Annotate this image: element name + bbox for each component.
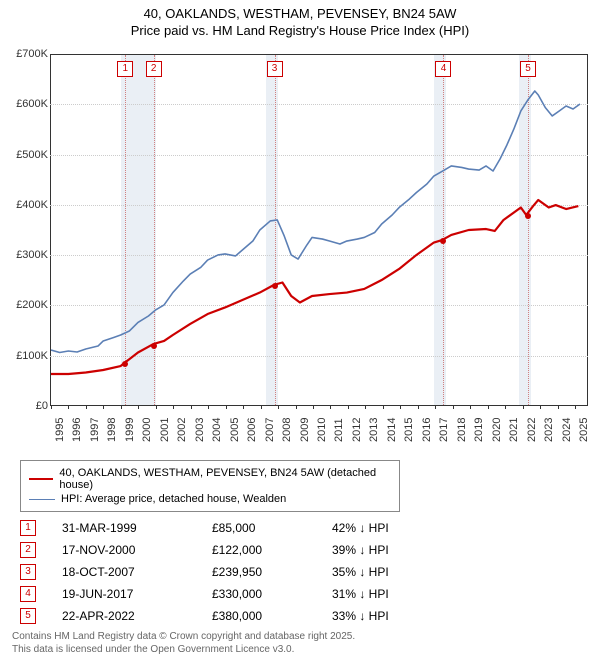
marker-dot [525, 213, 531, 219]
x-tick-label: 2020 [491, 418, 503, 442]
x-tick-label: 2009 [299, 418, 311, 442]
x-tick-label: 2021 [508, 418, 520, 442]
sale-date: 22-APR-2022 [62, 609, 212, 623]
sale-marker: 5 [20, 608, 36, 624]
x-tick-label: 1998 [106, 418, 118, 442]
footer-line1: Contains HM Land Registry data © Crown c… [12, 630, 592, 643]
marker-dot [151, 343, 157, 349]
x-tick-label: 2025 [578, 418, 590, 442]
marker-label: 1 [117, 61, 133, 77]
x-tick-label: 2024 [561, 418, 573, 442]
x-tick-label: 2001 [159, 418, 171, 442]
x-tick-label: 2006 [246, 418, 258, 442]
sale-diff: 35% ↓ HPI [332, 565, 452, 579]
x-tick-label: 2005 [229, 418, 241, 442]
x-tick-label: 2004 [211, 418, 223, 442]
footer-attribution: Contains HM Land Registry data © Crown c… [12, 630, 592, 656]
legend-swatch [29, 478, 53, 480]
sale-price: £122,000 [212, 543, 332, 557]
x-tick-label: 2013 [368, 418, 380, 442]
series-property [51, 200, 578, 374]
sale-diff: 42% ↓ HPI [332, 521, 452, 535]
x-tick-label: 2018 [456, 418, 468, 442]
x-tick-label: 2019 [473, 418, 485, 442]
y-tick-label: £0 [4, 400, 48, 412]
sale-row: 5 22-APR-2022£380,00033% ↓ HPI [20, 608, 592, 624]
x-tick-label: 2011 [333, 418, 345, 442]
x-tick-label: 2002 [176, 418, 188, 442]
x-tick-label: 2022 [526, 418, 538, 442]
sales-table: 1 31-MAR-1999£85,00042% ↓ HPI 2 17-NOV-2000… [20, 520, 592, 624]
chart-subtitle: Price paid vs. HM Land Registry's House … [8, 23, 592, 38]
sale-date: 19-JUN-2017 [62, 587, 212, 601]
x-tick-label: 2017 [438, 418, 450, 442]
series-hpi [51, 91, 580, 353]
x-tick-label: 2016 [421, 418, 433, 442]
legend-item: 40, OAKLANDS, WESTHAM, PEVENSEY, BN24 5A… [29, 467, 391, 491]
plot-region: 12 3 4 5 [50, 54, 588, 406]
y-tick-label: £600K [4, 98, 48, 110]
x-tick-label: 2008 [281, 418, 293, 442]
sale-date: 18-OCT-2007 [62, 565, 212, 579]
x-tick-label: 1995 [54, 418, 66, 442]
line-svg [51, 55, 587, 405]
sale-marker: 3 [20, 564, 36, 580]
sale-price: £85,000 [212, 521, 332, 535]
sale-diff: 31% ↓ HPI [332, 587, 452, 601]
y-tick-label: £300K [4, 249, 48, 261]
sale-date: 31-MAR-1999 [62, 521, 212, 535]
y-tick-label: £700K [4, 48, 48, 60]
sale-row: 1 31-MAR-1999£85,00042% ↓ HPI [20, 520, 592, 536]
y-tick-label: £100K [4, 350, 48, 362]
sale-diff: 33% ↓ HPI [332, 609, 452, 623]
x-tick-label: 2012 [351, 418, 363, 442]
x-tick-label: 2007 [264, 418, 276, 442]
legend-label: 40, OAKLANDS, WESTHAM, PEVENSEY, BN24 5A… [59, 467, 391, 491]
sale-marker: 1 [20, 520, 36, 536]
legend: 40, OAKLANDS, WESTHAM, PEVENSEY, BN24 5A… [20, 460, 400, 512]
chart-title: 40, OAKLANDS, WESTHAM, PEVENSEY, BN24 5A… [8, 6, 592, 21]
x-axis-labels: 1995 1996 1997 1998 1999 2000 2001 2002 2003 2004… [50, 406, 588, 454]
legend-item: HPI: Average price, detached house, Weal… [29, 493, 391, 505]
x-tick-label: 2015 [403, 418, 415, 442]
x-tick-label: 2003 [194, 418, 206, 442]
y-tick-label: £400K [4, 199, 48, 211]
sale-date: 17-NOV-2000 [62, 543, 212, 557]
sale-row: 3 18-OCT-2007£239,95035% ↓ HPI [20, 564, 592, 580]
marker-label: 3 [267, 61, 283, 77]
legend-swatch [29, 499, 55, 500]
marker-dot [272, 283, 278, 289]
y-tick-label: £500K [4, 149, 48, 161]
marker-label: 5 [520, 61, 536, 77]
x-tick-label: 2010 [316, 418, 328, 442]
sale-row: 4 19-JUN-2017£330,00031% ↓ HPI [20, 586, 592, 602]
x-tick-label: 1996 [71, 418, 83, 442]
x-tick-label: 1999 [124, 418, 136, 442]
x-tick-label: 1997 [89, 418, 101, 442]
x-tick-label: 2014 [386, 418, 398, 442]
sale-price: £330,000 [212, 587, 332, 601]
sale-diff: 39% ↓ HPI [332, 543, 452, 557]
marker-label: 2 [146, 61, 162, 77]
x-tick-label: 2023 [543, 418, 555, 442]
chart-container: 40, OAKLANDS, WESTHAM, PEVENSEY, BN24 5A… [0, 0, 600, 660]
marker-label: 4 [435, 61, 451, 77]
sale-marker: 4 [20, 586, 36, 602]
sale-price: £239,950 [212, 565, 332, 579]
sale-marker: 2 [20, 542, 36, 558]
legend-label: HPI: Average price, detached house, Weal… [61, 493, 286, 505]
sale-row: 2 17-NOV-2000£122,00039% ↓ HPI [20, 542, 592, 558]
y-tick-label: £200K [4, 299, 48, 311]
x-tick-label: 2000 [141, 418, 153, 442]
chart-area: 12345 £0£100K£200K£300K£400K£500K£600K£7… [8, 46, 592, 406]
sale-price: £380,000 [212, 609, 332, 623]
